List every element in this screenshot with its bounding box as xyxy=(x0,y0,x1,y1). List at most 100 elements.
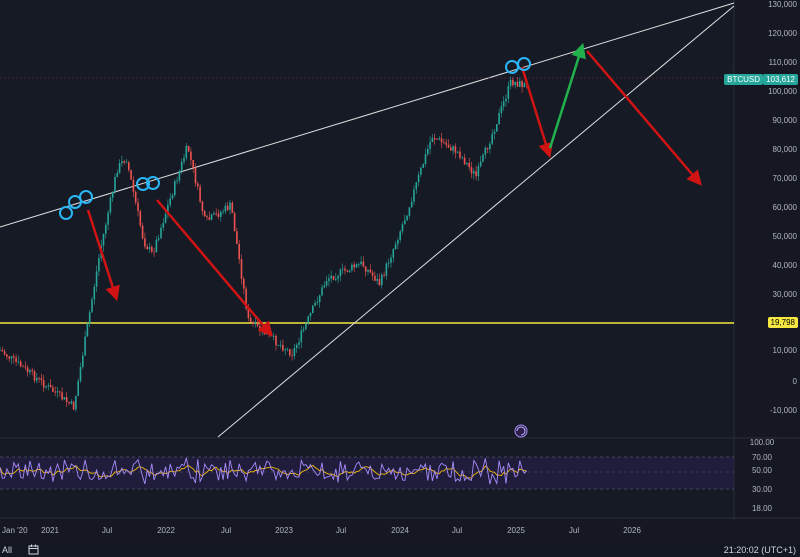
candle-body xyxy=(512,79,514,86)
time-tick-label: Jul xyxy=(102,526,112,535)
candle-body xyxy=(116,172,119,178)
peak-circle[interactable] xyxy=(68,195,82,209)
candle-body xyxy=(254,322,257,324)
main-pane[interactable] xyxy=(0,0,734,437)
candle-body xyxy=(33,371,36,381)
time-tick-label: 2023 xyxy=(275,526,293,535)
price-tick-label: 120,000 xyxy=(768,29,797,38)
candle-body xyxy=(132,179,135,192)
candle-body xyxy=(40,378,43,381)
candle-body xyxy=(348,270,351,272)
candle-body xyxy=(429,141,431,149)
candle-body xyxy=(422,164,424,168)
candle-body xyxy=(459,151,461,158)
time-tick-label: Jul xyxy=(336,526,346,535)
arrow-down-2022[interactable] xyxy=(156,199,273,337)
candle-body xyxy=(213,213,215,215)
candle-body xyxy=(371,272,374,276)
candle-body xyxy=(98,257,100,272)
candle-body xyxy=(482,154,484,162)
candle-body xyxy=(160,227,162,239)
price-tag-current[interactable]: 103,612 xyxy=(763,74,798,85)
rsi-axis[interactable]: 100.00 70.00 50.00 30.00 18.00 xyxy=(750,438,775,513)
peak-circle[interactable] xyxy=(136,177,150,191)
price-tick-label: -10,000 xyxy=(770,406,798,415)
candle-body xyxy=(498,113,500,125)
upper-trendline[interactable] xyxy=(0,2,735,228)
candle-body xyxy=(507,85,510,99)
arrow-down-2025-2026[interactable] xyxy=(586,50,702,186)
time-tick-label: 2021 xyxy=(41,526,59,535)
candle-body xyxy=(330,275,332,279)
candle-body xyxy=(185,146,188,158)
candle-body xyxy=(13,356,15,358)
compare-icon[interactable] xyxy=(514,424,528,438)
candle-body xyxy=(201,201,204,212)
peak-circle[interactable] xyxy=(517,57,531,71)
candle-body xyxy=(489,143,491,150)
rsi-band xyxy=(0,457,734,489)
candle-body xyxy=(148,247,151,250)
peak-circle[interactable] xyxy=(79,190,93,204)
candle-body xyxy=(450,147,452,151)
candle-body xyxy=(42,380,45,388)
candle-body xyxy=(259,325,261,331)
price-tag-symbol[interactable]: BTCUSD xyxy=(724,74,763,85)
candle-body xyxy=(484,147,487,155)
calendar-icon[interactable] xyxy=(28,544,39,557)
candle-body xyxy=(438,138,441,140)
candle-body xyxy=(190,151,192,160)
time-axis[interactable]: Jan '20 2021 Jul 2022 Jul 2023 Jul 2024 Jul 2025 J… xyxy=(2,526,641,535)
candle-body xyxy=(392,249,395,258)
candle-body xyxy=(174,181,176,196)
candle-body xyxy=(335,278,337,280)
candle-body xyxy=(475,171,477,177)
candle-body xyxy=(47,385,50,387)
candle-body xyxy=(461,157,464,159)
candle-body xyxy=(295,344,298,349)
candle-body xyxy=(249,317,252,322)
candle-body xyxy=(406,215,408,221)
peak-circles xyxy=(59,57,531,220)
price-tick-label: 0 xyxy=(793,377,798,386)
candle-body xyxy=(293,348,296,356)
candle-body xyxy=(49,385,52,388)
candle-body xyxy=(125,162,128,164)
candle-body xyxy=(252,321,254,324)
candle-body xyxy=(77,381,79,396)
time-tick-label: Jul xyxy=(221,526,231,535)
candle-body xyxy=(367,269,369,272)
price-tag-support[interactable]: 19,798 xyxy=(767,317,798,328)
candle-body xyxy=(332,275,335,280)
candle-body xyxy=(415,182,418,190)
price-tick-label: 10,000 xyxy=(773,346,798,355)
candle-body xyxy=(261,328,263,331)
clock-label[interactable]: 21:20:02 (UTC+1) xyxy=(723,545,796,555)
candle-body xyxy=(93,286,96,300)
candle-body xyxy=(344,268,346,271)
time-tick-label: Jan '20 xyxy=(2,526,28,535)
candle-body xyxy=(192,159,194,168)
candle-body xyxy=(385,263,388,276)
candle-body xyxy=(443,142,445,143)
arrow-down-2025[interactable] xyxy=(520,66,553,159)
candle-body xyxy=(424,154,427,165)
candle-body xyxy=(187,146,190,152)
peak-circle[interactable] xyxy=(59,206,73,220)
arrow-up-2025[interactable] xyxy=(548,42,586,149)
price-axis[interactable]: 130,000 120,000 110,000 100,000 90,000 80,000… xyxy=(768,0,797,415)
candle-body xyxy=(312,305,314,313)
candle-body xyxy=(245,288,247,309)
arrow-down-2021[interactable] xyxy=(86,209,120,302)
candle-body xyxy=(387,262,390,264)
price-tick-label: 40,000 xyxy=(773,261,798,270)
candle-body xyxy=(229,202,231,210)
peak-circle[interactable] xyxy=(146,176,160,190)
rsi-line xyxy=(0,457,528,486)
candle-body xyxy=(220,211,222,217)
candle-body xyxy=(109,197,112,213)
range-all-button[interactable]: All xyxy=(2,545,13,555)
time-tick-label: 2024 xyxy=(391,526,409,535)
candle-body xyxy=(215,213,217,215)
